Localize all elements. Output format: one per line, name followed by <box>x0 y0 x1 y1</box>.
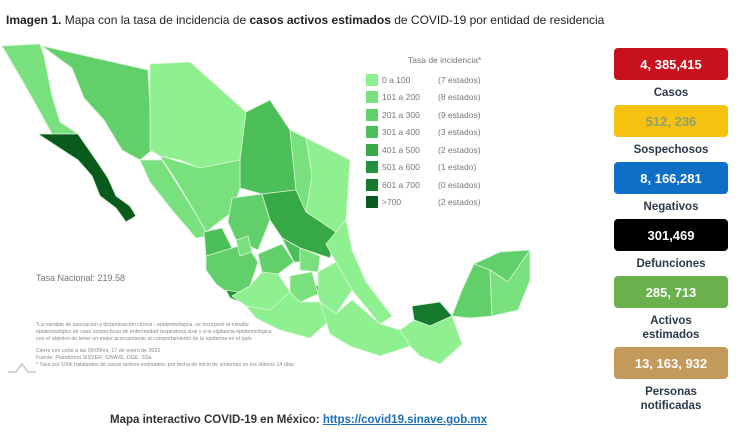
state-sinaloa <box>139 159 209 239</box>
sinave-link[interactable]: https://covid19.sinave.gob.mx <box>322 414 488 426</box>
state-veracruz <box>325 219 393 325</box>
logo-icon <box>8 363 36 373</box>
state-aguascalientes <box>235 235 253 257</box>
legend-count: (2 estados) <box>438 144 481 155</box>
legend-count: (7 estados) <box>438 74 481 85</box>
state-chihuahua <box>149 61 247 169</box>
legend-row: 401 a 500 (2 estados) <box>366 141 496 159</box>
stat-value-box: 13, 163, 932 <box>614 347 728 379</box>
state-coahuila <box>239 99 297 195</box>
legend-range: 401 a 500 <box>382 144 420 155</box>
stat-casos: 4, 385,415 Casos <box>612 48 730 105</box>
stat-value-box: 4, 385,415 <box>614 48 728 80</box>
figure-title: Imagen 1. Mapa con la tasa de incidencia… <box>6 13 604 27</box>
legend-row: 0 a 100 (7 estados) <box>366 71 496 89</box>
legend-count: (2 estados) <box>438 197 481 208</box>
state-estado-de-mexico <box>289 271 319 303</box>
state-san-luis-potosi <box>261 189 337 259</box>
state-sonora <box>41 45 153 161</box>
legend-range: >700 <box>382 197 402 208</box>
national-rate: Tasa Nacional: 219.58 <box>36 273 126 283</box>
stat-value-box: 512, 236 <box>614 105 728 137</box>
legend-count: (0 estados) <box>438 179 481 190</box>
legend-row: 601 a 700 (0 estados) <box>366 176 496 194</box>
state-baja-california <box>1 43 80 135</box>
legend-count: (1 estado) <box>438 162 477 173</box>
stat-label: Negativos <box>643 201 699 213</box>
stat-personas-notificadas: 13, 163, 932 Personas notificadas <box>612 347 730 418</box>
state-chiapas <box>399 315 463 365</box>
footnotes: *La variable de asociación y dictaminaci… <box>36 322 456 369</box>
stat-value-box: 301,469 <box>614 219 728 251</box>
state-baja-california-sur <box>36 133 137 223</box>
stat-value-box: 285, 713 <box>614 276 728 308</box>
stat-label: Activos estimados <box>642 315 700 341</box>
map-legend: Tasa de incidencia* 0 a 100 (7 estados) 1… <box>366 55 496 211</box>
state-guanajuato <box>257 243 295 275</box>
legend-range: 101 a 200 <box>382 92 420 103</box>
legend-swatch <box>366 143 378 156</box>
legend-swatch <box>366 108 378 121</box>
stat-negativos: 8, 166,281 Negativos <box>612 162 730 219</box>
legend-title: Tasa de incidencia* <box>408 55 482 65</box>
legend-row: 201 a 300 (9 estados) <box>366 106 496 124</box>
stat-label: Defunciones <box>636 258 706 270</box>
legend-range: 0 a 100 <box>382 74 411 85</box>
note-line: con el objetivo de tener un mejor acerca… <box>36 336 252 342</box>
title-text-1: Mapa con la tasa de incidencia de <box>61 13 250 27</box>
footer-text: Mapa interactivo COVID-19 en México: <box>110 414 323 426</box>
note-rate-definition: * Tasa por 100k habitantes de casos acti… <box>36 362 294 368</box>
note-source: Fuente: Plataforma SISVER, SINAVE, DGE, … <box>36 355 152 361</box>
legend-count: (3 estados) <box>438 127 481 138</box>
legend-swatch <box>366 126 378 139</box>
legend-swatch <box>366 178 378 191</box>
stat-activos-estimados: 285, 713 Activos estimados <box>612 276 730 347</box>
stat-value-box: 8, 166,281 <box>614 162 728 194</box>
legend-count: (8 estados) <box>438 92 481 103</box>
legend-range: 501 a 600 <box>382 162 420 173</box>
state-quintana-roo <box>489 248 531 317</box>
legend-swatch <box>366 196 378 209</box>
legend-row: 301 a 400 (3 estados) <box>366 124 496 142</box>
note-line: epidemiológico de caso sospechoso de enf… <box>36 329 272 335</box>
legend-swatch <box>366 91 378 104</box>
legend-row: >700 (2 estados) <box>366 194 496 212</box>
note-line: *La variable de asociación y dictaminaci… <box>36 322 249 328</box>
mexico-choropleth-map <box>1 43 531 365</box>
footer: Mapa interactivo COVID-19 en México: htt… <box>110 414 487 426</box>
figure-number: Imagen 1. <box>6 13 62 27</box>
stat-defunciones: 301,469 Defunciones <box>612 219 730 276</box>
legend-range: 201 a 300 <box>382 109 420 120</box>
stat-label: Personas notificadas <box>640 386 702 412</box>
stat-label: Sospechosos <box>633 144 709 156</box>
stat-label: Casos <box>653 87 689 99</box>
title-text-2: de COVID-19 por entidad de residencia <box>390 13 605 27</box>
legend-range: 601 a 700 <box>382 179 420 190</box>
legend-swatch <box>366 73 378 86</box>
legend-row: 501 a 600 (1 estado) <box>366 159 496 177</box>
note-cutoff-date: Cierre con corte a las 09:00hrs, 17 de e… <box>36 348 161 354</box>
legend-count: (9 estados) <box>438 109 481 120</box>
stat-sospechosos: 512, 236 Sospechosos <box>612 105 730 162</box>
legend-range: 301 a 400 <box>382 127 420 138</box>
legend-swatch <box>366 161 378 174</box>
state-campeche <box>451 263 493 319</box>
title-bold: casos activos estimados <box>249 13 391 27</box>
stats-panel: 4, 385,415 Casos 512, 236 Sospechosos 8,… <box>612 48 730 418</box>
legend-row: 101 a 200 (8 estados) <box>366 89 496 107</box>
